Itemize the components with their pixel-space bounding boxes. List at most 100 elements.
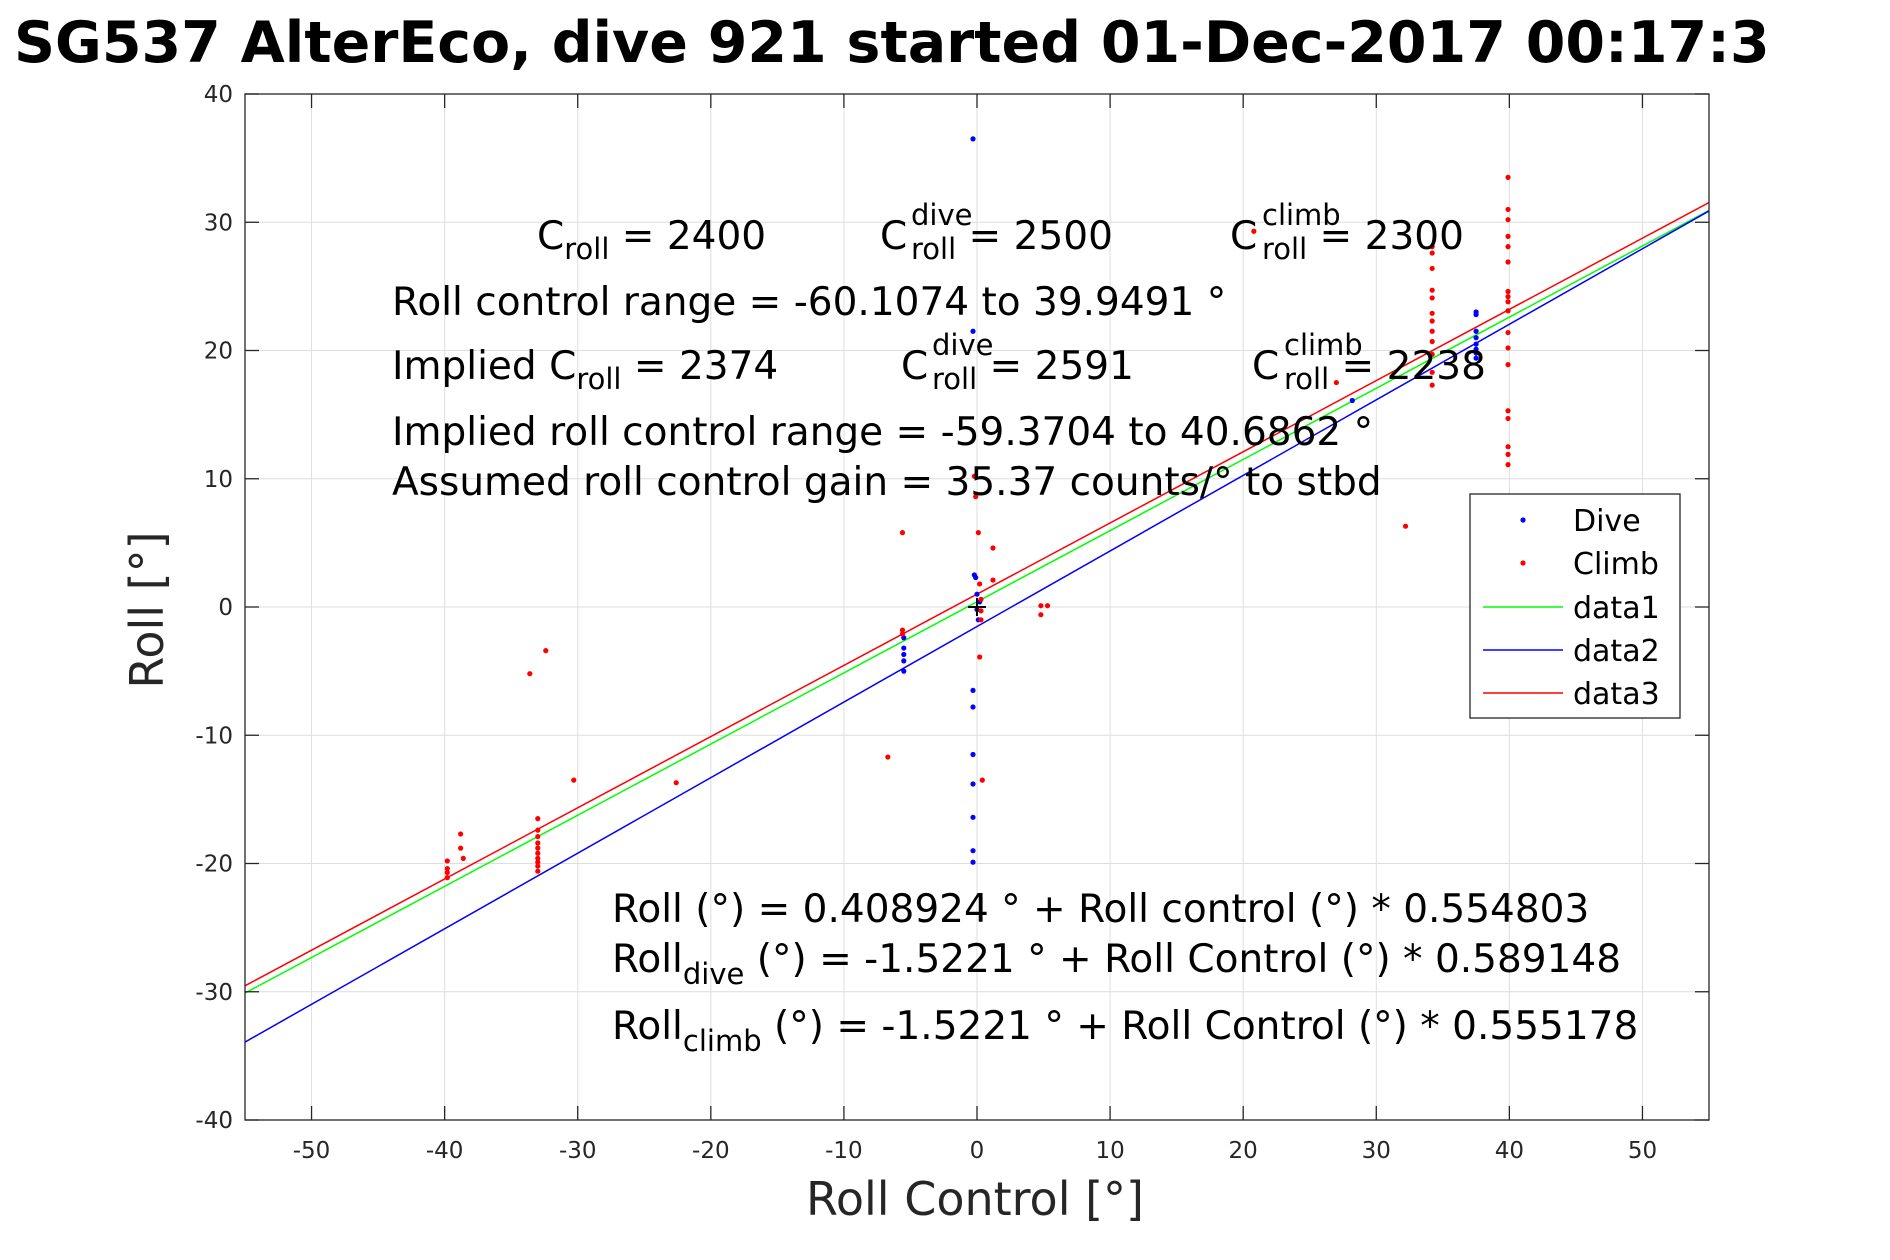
- dive-point: [970, 751, 976, 758]
- climb-point: [1505, 294, 1511, 300]
- dive-point: [1473, 335, 1479, 341]
- legend-climb-label: Climb: [1573, 547, 1659, 582]
- x-tick-label: -10: [825, 1138, 863, 1164]
- climb-point: [460, 855, 466, 861]
- climb-point: [1429, 295, 1435, 301]
- climb-point: [971, 473, 977, 479]
- climb-point: [1505, 462, 1511, 468]
- x-axis-label: Roll Control [°]: [806, 1172, 1144, 1226]
- dive-point: [901, 658, 907, 664]
- y-tick-labels: -40 -30 -20 -10 0 10 20 30 40: [195, 82, 233, 1134]
- annotation-c-roll: Croll = 2400: [537, 214, 766, 266]
- climb-point: [1429, 250, 1435, 256]
- dive-point: [1473, 341, 1479, 347]
- x-tick-label: -30: [559, 1138, 597, 1164]
- y-tick-label: -40: [195, 1108, 233, 1134]
- legend-box: [1469, 493, 1681, 719]
- climb-point: [535, 850, 541, 856]
- climb-point: [1429, 310, 1435, 316]
- x-tick-label: 0: [970, 1138, 985, 1164]
- climb-point: [535, 859, 541, 865]
- climb-point: [975, 530, 981, 536]
- y-tick-label: 20: [204, 339, 233, 365]
- climb-point: [1429, 338, 1435, 345]
- climb-point: [1429, 351, 1435, 357]
- climb-point: [444, 875, 450, 881]
- y-axis-label: Roll [°]: [120, 531, 174, 688]
- climb-point: [444, 869, 450, 876]
- dive-point: [1473, 350, 1479, 356]
- climb-point: [1429, 369, 1435, 375]
- climb-point: [458, 831, 464, 837]
- climb-point: [977, 581, 983, 587]
- climb-point: [973, 494, 979, 500]
- axes: -50 -40 -30 -20 -10 0 10 20 30 40 50 -40 -30 -20 -10 0…: [195, 82, 1710, 1164]
- climb-point: [527, 671, 533, 677]
- climb-point: [885, 754, 891, 760]
- dive-point: [970, 704, 976, 710]
- y-tick-label: 10: [204, 467, 233, 493]
- climb-point: [1505, 259, 1511, 265]
- climb-point: [1505, 444, 1511, 450]
- legend: Dive Climb data1 data2 data3: [1469, 493, 1681, 719]
- dive-point: [974, 591, 980, 597]
- climb-point: [899, 530, 906, 536]
- y-tick-label: 40: [204, 82, 233, 108]
- climb-point: [1429, 287, 1435, 293]
- legend-data3-label: data3: [1573, 677, 1660, 712]
- dive-point: [1473, 328, 1479, 334]
- climb-point: [899, 631, 906, 637]
- annotation-fit-climb: Rollclimb (°) = -1.5221 ° + Roll Control…: [612, 1004, 1638, 1058]
- climb-point: [1505, 174, 1511, 180]
- annotation-fit-all: Roll (°) = 0.408924 ° + Roll control (°)…: [612, 887, 1589, 932]
- series-climb: [444, 174, 1511, 881]
- climb-point: [535, 827, 541, 833]
- legend-data1-label: data1: [1573, 591, 1660, 626]
- y-tick-label: -20: [195, 852, 233, 878]
- ticks: [245, 93, 1709, 1121]
- series-dive: [901, 136, 1479, 865]
- climb-point: [1333, 379, 1339, 386]
- x-tick-label: -40: [426, 1138, 464, 1164]
- dive-point: [1473, 311, 1479, 318]
- climb-point: [978, 596, 984, 602]
- climb-point: [535, 863, 541, 869]
- climb-point: [1429, 382, 1435, 388]
- climb-point: [1505, 206, 1511, 213]
- x-tick-label: 10: [1095, 1138, 1124, 1164]
- legend-dive-marker: [1520, 517, 1526, 523]
- climb-point: [535, 868, 541, 874]
- climb-point: [1505, 299, 1511, 305]
- x-tick-label: -50: [293, 1138, 331, 1164]
- dive-point: [901, 668, 907, 674]
- dive-point: [970, 687, 976, 693]
- origin-plus-marker: [968, 598, 986, 616]
- climb-point: [1505, 308, 1511, 314]
- dive-point: [1473, 346, 1479, 352]
- dive-point: [1349, 397, 1355, 404]
- climb-point: [1038, 612, 1044, 618]
- climb-point: [1505, 362, 1511, 368]
- climb-point: [1505, 217, 1511, 223]
- climb-point: [1505, 288, 1511, 295]
- climb-point: [977, 654, 983, 660]
- climb-point: [1251, 228, 1257, 234]
- annotation-implied-range: Implied roll control range = -59.3704 to…: [392, 410, 1373, 455]
- climb-point: [1505, 408, 1511, 414]
- y-tick-label: -10: [195, 723, 233, 749]
- climb-point: [1402, 523, 1409, 529]
- dive-point: [970, 781, 976, 787]
- dive-point: [973, 574, 979, 581]
- climb-point: [1505, 451, 1511, 457]
- climb-point: [673, 780, 679, 786]
- plot-series: [245, 136, 1709, 1043]
- legend-data2-label: data2: [1573, 634, 1660, 669]
- dive-point: [970, 814, 976, 820]
- climb-point: [978, 608, 984, 614]
